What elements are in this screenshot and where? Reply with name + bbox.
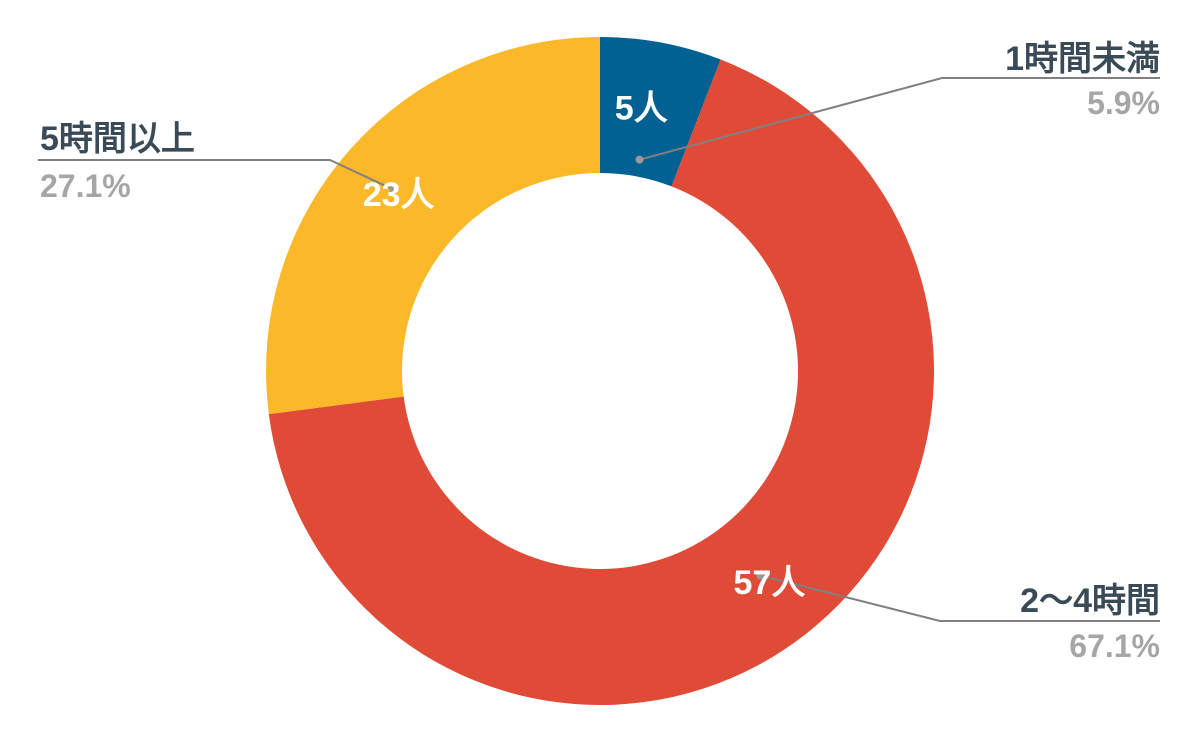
slice-2 [268,59,935,706]
leader-dot-3 [389,185,398,194]
leader-dot-2 [756,571,765,580]
outside-labels: 1時間未満 5.9% 2〜4時間 67.1% 5時間以上 27.1% [40,40,1160,664]
slice-1 [600,37,721,187]
slice-value-label-2: 57人 [734,564,806,602]
category-label-3: 5時間以上 [40,120,195,158]
slice-value-label-1: 5人 [615,90,668,128]
percent-label-1: 5.9% [1087,85,1160,121]
percent-label-3: 27.1% [40,168,131,204]
slice-value-labels: 5人 57人 23人 [363,90,806,602]
donut-slices [266,37,935,706]
leader-line-3 [38,159,394,191]
category-label-1: 1時間未満 [1005,40,1160,78]
percent-label-2: 67.1% [1069,628,1160,664]
slice-value-label-3: 23人 [363,176,435,214]
slice-3 [266,37,600,415]
leader-dot-1 [635,155,644,164]
category-label-2: 2〜4時間 [1020,582,1160,620]
leader-lines [38,77,1160,622]
leader-line-1 [639,77,1160,161]
leader-line-2 [760,574,1160,622]
